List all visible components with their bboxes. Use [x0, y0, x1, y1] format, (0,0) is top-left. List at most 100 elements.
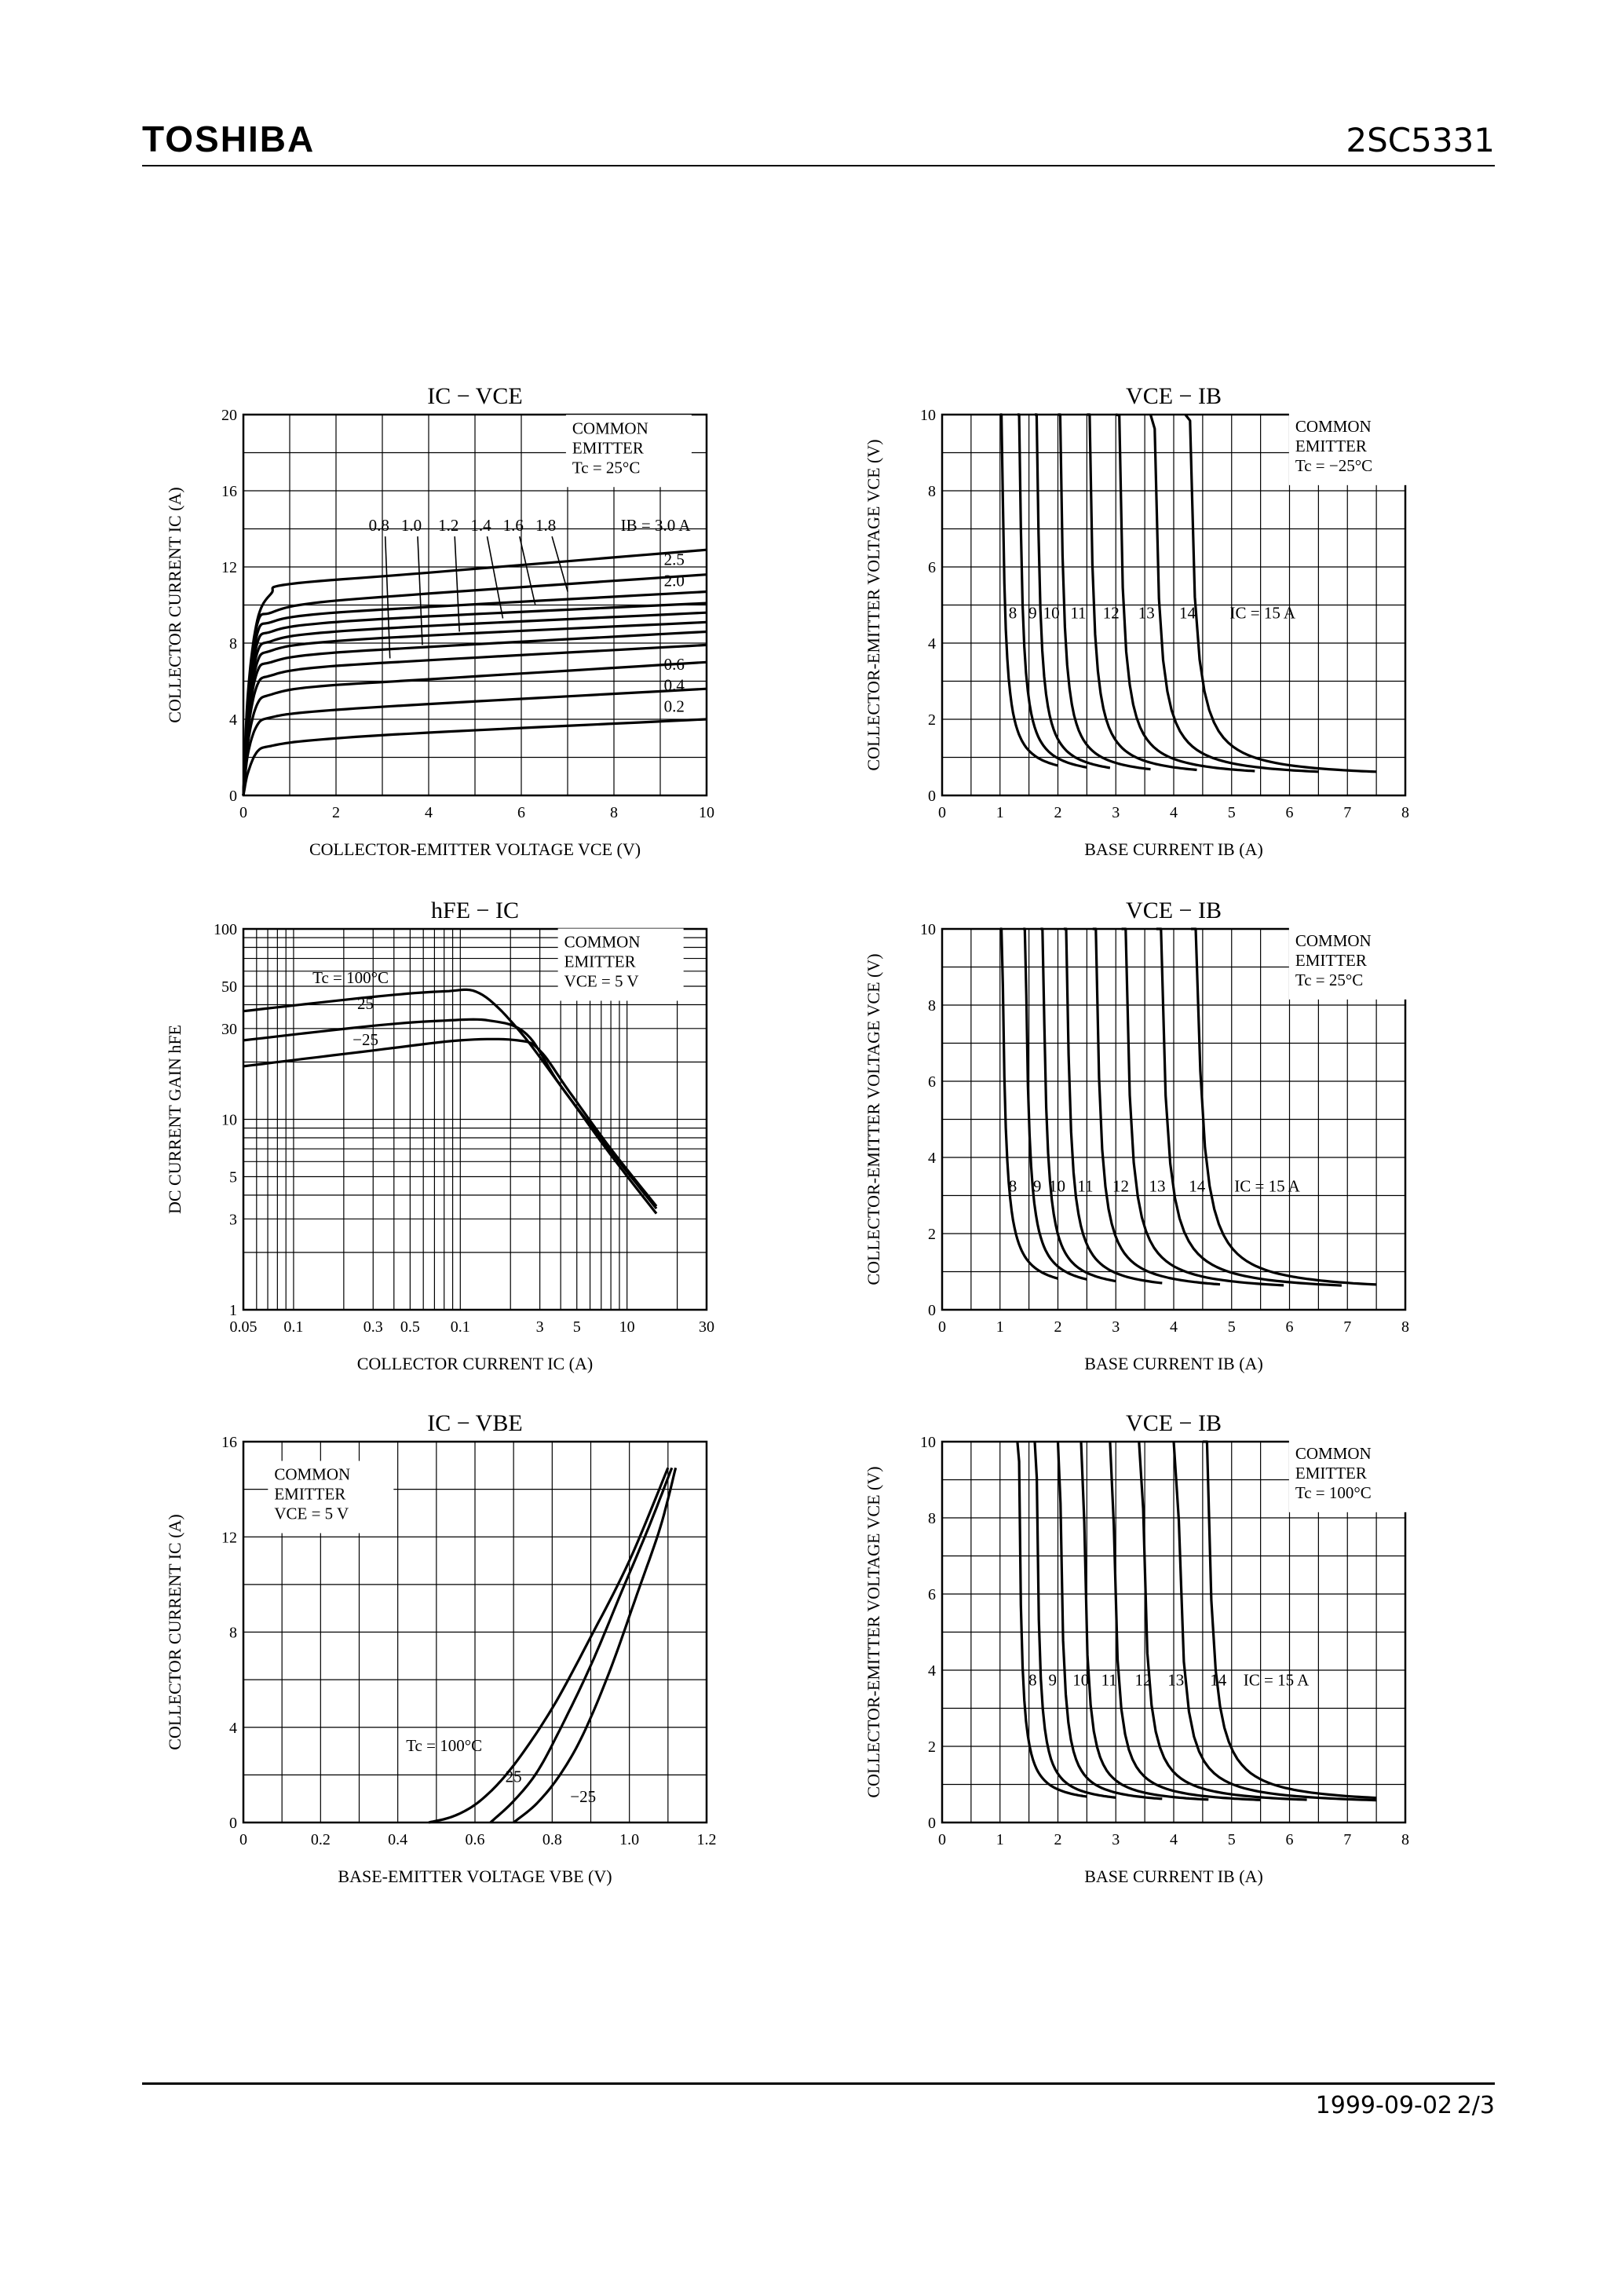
ic-label: 14	[1210, 1670, 1227, 1689]
y-tick-label: 8	[928, 483, 936, 500]
ic-label: 13	[1138, 603, 1155, 622]
legend-line: COMMON	[1295, 417, 1372, 436]
plot-frame	[242, 1440, 708, 1824]
vce-ib-curve	[1092, 927, 1221, 1286]
x-tick-label: 0	[938, 1831, 946, 1848]
ic-vbe-curve	[428, 1467, 670, 1824]
ib-arrow	[486, 536, 504, 619]
ib-label: 1.4	[470, 516, 491, 535]
y-tick-label: 12	[221, 559, 237, 576]
x-tick-label: 0	[239, 1831, 247, 1848]
x-tick-label: 1.2	[697, 1831, 717, 1848]
legend-line: EMITTER	[572, 438, 644, 457]
y-tick-label: 0	[928, 1302, 936, 1319]
plot-frame	[941, 927, 1407, 1311]
legend-line: COMMON	[1295, 931, 1372, 950]
x-tick-label: 6	[1286, 1831, 1294, 1848]
x-tick-label: 30	[699, 1318, 714, 1336]
footer-page: 2/3	[1456, 2092, 1495, 2119]
x-tick-label: 8	[1401, 804, 1409, 821]
x-tick-label: 2	[1054, 1318, 1062, 1336]
y-axis-label: COLLECTOR-EMITTER VOLTAGE VCE (V)	[864, 1466, 883, 1797]
series-label: 25	[357, 994, 374, 1013]
x-tick-label: 5	[1228, 1831, 1236, 1848]
legend-line: EMITTER	[564, 952, 636, 971]
vce-ib-curve	[1138, 1441, 1307, 1801]
ic-label: 8	[1028, 1670, 1037, 1689]
footer-rule	[142, 2082, 1495, 2085]
y-tick-label: 4	[229, 711, 237, 729]
legend-line: VCE = 5 V	[274, 1504, 349, 1523]
x-tick-label: 0	[938, 804, 946, 821]
chart-title: IC − VBE	[427, 1410, 522, 1436]
vce-ib-curve	[1035, 413, 1111, 770]
y-tick-label: 8	[229, 1625, 237, 1642]
y-tick-label: 1	[229, 1302, 237, 1319]
y-tick-label: 4	[229, 1720, 237, 1737]
x-tick-label: 0.8	[542, 1831, 562, 1848]
x-axis-label: BASE CURRENT IB (A)	[1084, 839, 1263, 859]
series-label: 25	[506, 1767, 522, 1786]
chart-ic-vbe: IC − VBE BASE-EMITTER VOLTAGE VBE (V) COLL…	[165, 1410, 717, 1886]
vce-ib-curve	[1172, 1441, 1377, 1802]
series-label: −25	[570, 1787, 596, 1806]
y-tick-label: 8	[928, 1510, 936, 1527]
x-tick-label: 0.5	[400, 1318, 420, 1336]
vce-ib-curve	[999, 927, 1059, 1280]
x-tick-label: 6	[1286, 804, 1294, 821]
x-tick-label: 0.2	[311, 1831, 331, 1848]
x-axis-label: BASE CURRENT IB (A)	[1084, 1866, 1263, 1886]
x-tick-label: 4	[425, 804, 433, 821]
chart-title: VCE − IB	[1126, 383, 1222, 409]
legend-line: EMITTER	[1295, 951, 1367, 970]
x-axis-label: BASE-EMITTER VOLTAGE VBE (V)	[338, 1866, 612, 1886]
y-tick-label: 16	[221, 1434, 237, 1451]
x-tick-label: 1	[996, 804, 1004, 821]
part-number: 2SC5331	[1346, 121, 1495, 159]
ic-vce-curve	[242, 718, 707, 796]
ic-label: 11	[1101, 1670, 1117, 1689]
ic-label: 10	[1072, 1670, 1089, 1689]
y-axis-label: COLLECTOR CURRENT IC (A)	[165, 1514, 184, 1749]
series-label: Tc = 100°C	[312, 968, 389, 987]
ic-label: 12	[1112, 1177, 1129, 1196]
vce-ib-curve	[1121, 927, 1284, 1287]
vce-ib-curve	[1149, 414, 1319, 773]
legend-line: Tc = 25°C	[572, 458, 640, 477]
plot-frame	[242, 927, 708, 1311]
ib-arrow	[454, 536, 460, 632]
ic-label: 8	[1009, 603, 1017, 622]
legend-line: EMITTER	[1295, 1464, 1367, 1483]
vce-ib-curve	[1156, 927, 1342, 1287]
y-axis-label: COLLECTOR-EMITTER VOLTAGE VCE (V)	[864, 953, 883, 1285]
x-tick-label: 1	[996, 1831, 1004, 1848]
plot-frame	[242, 413, 708, 797]
ib-arrow	[417, 536, 423, 645]
x-tick-label: 8	[1401, 1318, 1409, 1336]
y-tick-label: 10	[920, 921, 936, 938]
vce-ib-curve	[1017, 413, 1087, 769]
x-axis-label: COLLECTOR-EMITTER VOLTAGE VCE (V)	[309, 839, 641, 859]
ic-label: 14	[1189, 1177, 1206, 1196]
y-tick-label: 0	[928, 1815, 936, 1832]
ic-label: 12	[1135, 1670, 1152, 1689]
ib-label: 2.5	[664, 550, 685, 569]
ic-label: 9	[1048, 1670, 1057, 1689]
x-tick-label: 7	[1343, 804, 1351, 821]
vce-ib-curve	[1056, 1441, 1163, 1801]
y-tick-label: 10	[920, 407, 936, 424]
y-tick-label: 2	[928, 711, 936, 729]
ib-label: 2.0	[664, 571, 685, 590]
x-tick-label: 2	[1054, 804, 1062, 821]
x-tick-label: 3	[536, 1318, 544, 1336]
x-tick-label: 3	[1112, 1831, 1120, 1848]
x-tick-label: 10	[699, 804, 714, 821]
x-tick-label: 5	[573, 1318, 581, 1336]
legend-box	[1288, 927, 1415, 1000]
y-tick-label: 3	[229, 1211, 237, 1228]
x-tick-label: 6	[1286, 1318, 1294, 1336]
y-tick-label: 5	[229, 1168, 237, 1186]
legend-box	[1288, 412, 1415, 485]
ib-label: 1.8	[535, 516, 556, 535]
ib-label: 1.2	[438, 516, 458, 535]
